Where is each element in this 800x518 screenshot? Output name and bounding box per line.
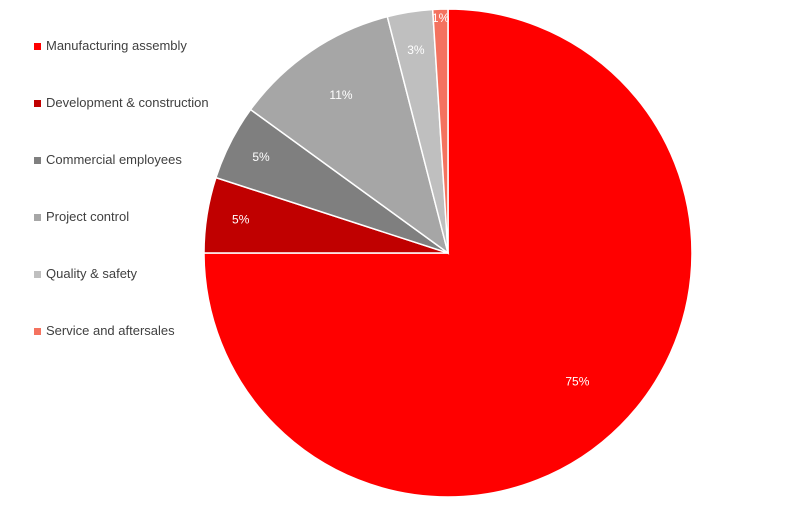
legend-item-commercial-employees: Commercial employees bbox=[34, 152, 234, 209]
data-label: 5% bbox=[252, 150, 270, 164]
data-label: 5% bbox=[232, 212, 250, 226]
legend-item-manufacturing-assembly: Manufacturing assembly bbox=[34, 38, 234, 95]
data-label: 75% bbox=[565, 375, 589, 389]
legend-item-development-construction: Development & construction bbox=[34, 95, 234, 152]
legend-label: Service and aftersales bbox=[46, 323, 175, 338]
legend-swatch bbox=[34, 271, 41, 278]
legend-swatch bbox=[34, 43, 41, 50]
legend-item-service-aftersales: Service and aftersales bbox=[34, 323, 234, 380]
legend-swatch bbox=[34, 157, 41, 164]
data-label: 11% bbox=[329, 88, 352, 102]
legend-label: Project control bbox=[46, 209, 130, 224]
pie-slice-service-and-aftersales bbox=[431, 8, 449, 254]
data-label: 1% bbox=[432, 11, 450, 25]
legend-label: Quality & safety bbox=[46, 266, 138, 281]
legend-swatch bbox=[34, 328, 41, 335]
legend-swatch bbox=[34, 214, 41, 221]
legend-label: Commercial employees bbox=[46, 152, 182, 167]
legend-swatch bbox=[34, 100, 41, 107]
legend-item-quality-safety: Quality & safety bbox=[34, 266, 234, 323]
legend-item-project-control: Project control bbox=[34, 209, 234, 266]
data-label: 3% bbox=[407, 43, 425, 57]
legend-label: Development & construction bbox=[46, 95, 209, 110]
legend-label: Manufacturing assembly bbox=[46, 38, 187, 53]
pie-slice-project-control bbox=[249, 15, 450, 255]
chart-legend: Manufacturing assembly Development & con… bbox=[34, 38, 234, 380]
pie-slice-manufacturing-assembly bbox=[203, 8, 693, 498]
